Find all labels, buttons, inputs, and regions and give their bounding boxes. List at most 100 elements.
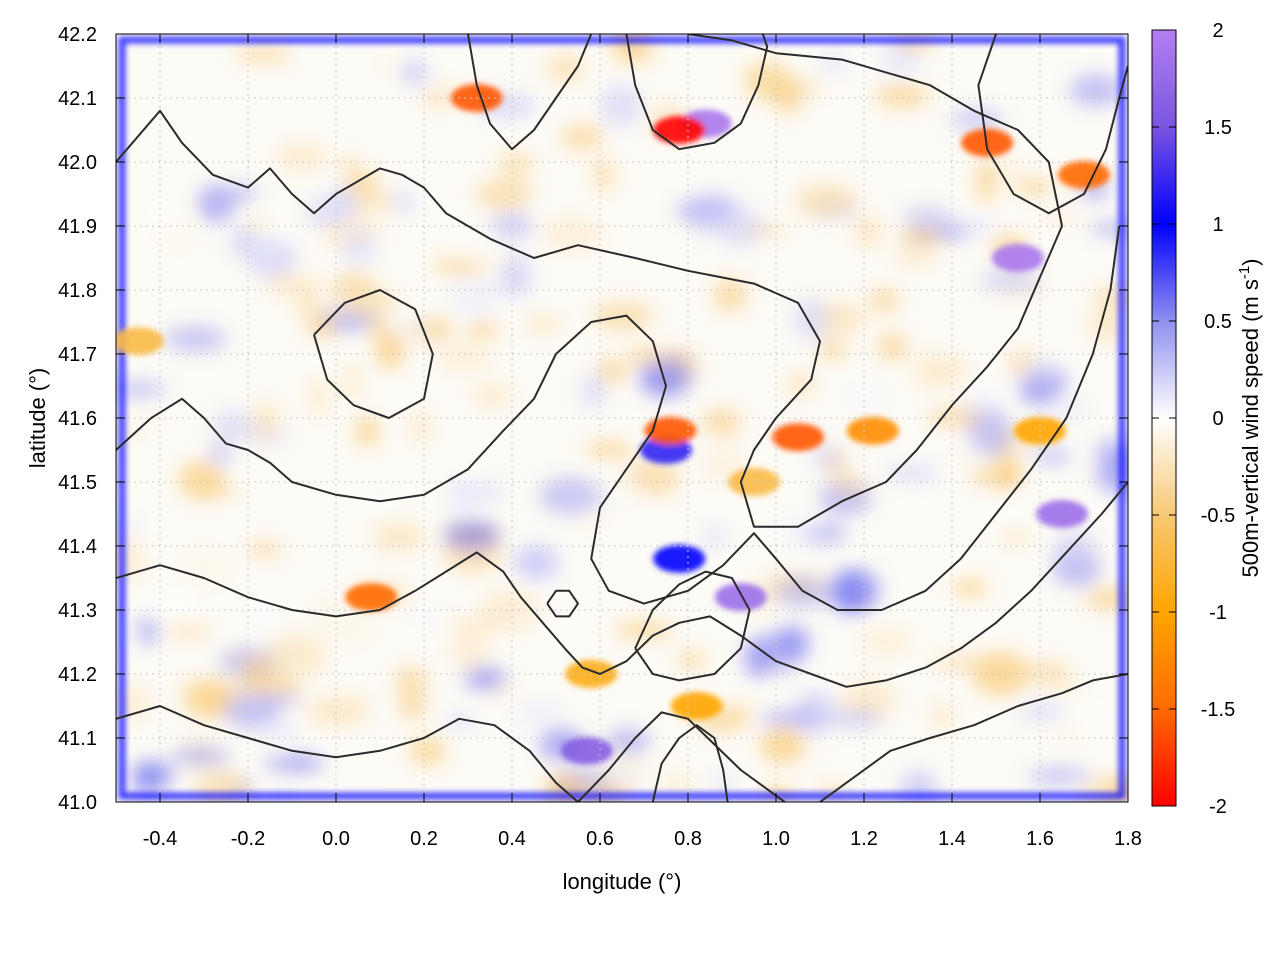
field-cell [975,160,997,205]
field-cell [398,694,427,720]
field-cell [307,694,371,728]
contour-line [467,34,593,151]
field-cell [827,447,848,486]
field-cell [423,90,456,108]
field-cell [166,625,210,638]
field-cell [544,772,584,802]
field-cell [773,625,810,660]
field-cell [392,188,416,216]
colorbar-tick-label: -1.5 [1201,699,1235,721]
colorbar-label-sup: -1 [1236,266,1253,279]
field-cell [116,381,166,398]
field-cell [302,198,345,227]
field-cell [892,250,939,267]
y-tick-label: 41.4 [58,536,97,558]
field-cell [712,277,748,313]
field-cell [1053,531,1099,567]
field-cell [760,726,806,764]
field-cell [498,151,534,178]
field-cell [137,615,158,646]
field-cell [743,61,791,100]
field-cell [822,77,847,105]
field-cell [337,156,360,172]
downdraft-core [670,692,723,720]
field-cell [275,142,327,172]
updraft-core [560,736,613,765]
field-cell [446,477,482,522]
field-cell [226,186,259,200]
colorbar: 2 1.5 1 0.5 0 -0.5 -1 -1.5 -2 500m-vertical wind… [1151,20,1263,818]
downdraft-core [653,116,706,144]
colorbar-label-end: ) [1238,258,1263,265]
downdraft-core [345,583,398,612]
colorbar-tick-label: 2 [1212,20,1223,42]
field-cell [265,633,327,677]
field-cell [879,41,921,77]
field-cell [375,327,406,370]
y-tick-label: 41.3 [58,600,97,622]
x-tick-label: 1.8 [1114,828,1142,850]
colorbar-tick-label: 1.5 [1204,117,1232,139]
field-cell [1090,222,1128,236]
field-cell [585,442,633,458]
field-cell [151,590,196,620]
contour-line [819,673,1128,802]
field-cell [430,260,490,275]
field-cell [633,46,658,64]
field-cell [1039,204,1084,228]
colorbar-tick-label: -2 [1209,796,1227,818]
field-cell [775,577,831,608]
field-cell [435,341,494,372]
field-cell [580,373,606,409]
contour-line [651,724,729,802]
y-tick-label: 42.0 [58,152,97,174]
field-cell [981,460,1003,479]
colorbar-tick-label: 0 [1212,408,1223,430]
field-cell [605,729,652,755]
y-tick-label: 41.6 [58,408,97,430]
field-cell [874,84,930,108]
field-cell [949,109,1004,129]
field-cell [877,331,909,362]
y-tick-label: 42.2 [58,24,97,46]
updraft-core [714,583,767,612]
field-cell [860,626,911,657]
field-cell [884,465,939,481]
field-cell [794,184,858,217]
field-cell [474,183,534,202]
contour-line [577,711,786,802]
field-cell [912,352,969,389]
field-cell [476,259,512,276]
field-cell [1053,680,1083,693]
field-cell [308,375,329,419]
downdraft-core [846,416,899,445]
terrain-contours [116,34,1128,802]
field-cell [816,340,849,359]
field-cell [168,748,232,766]
field-cell [542,217,604,253]
field-cell [365,316,387,336]
field-cell [794,691,836,734]
field-cell [220,235,283,257]
updraft-core [653,544,706,573]
downdraft-core [1058,160,1110,189]
field-cell [251,400,281,442]
field-cell [523,315,563,333]
field-cell [247,214,268,235]
field-cell [659,774,696,793]
field-cell [444,519,500,552]
field-cell [999,530,1031,545]
field-cell [952,579,988,596]
x-tick-label: 0.0 [322,828,350,850]
field-cell [519,543,562,584]
field-cell [132,762,176,787]
colorbar-tick-labels: 2 1.5 1 0.5 0 -0.5 -1 -1.5 -2 [1201,20,1235,818]
field-cell [516,700,565,727]
field-cell [701,523,726,551]
field-cell [1060,699,1120,744]
field-cell [147,198,179,228]
field-cell [759,712,818,725]
grid-lines [116,34,1128,802]
field-cell [464,666,506,691]
field-cell [394,665,428,699]
